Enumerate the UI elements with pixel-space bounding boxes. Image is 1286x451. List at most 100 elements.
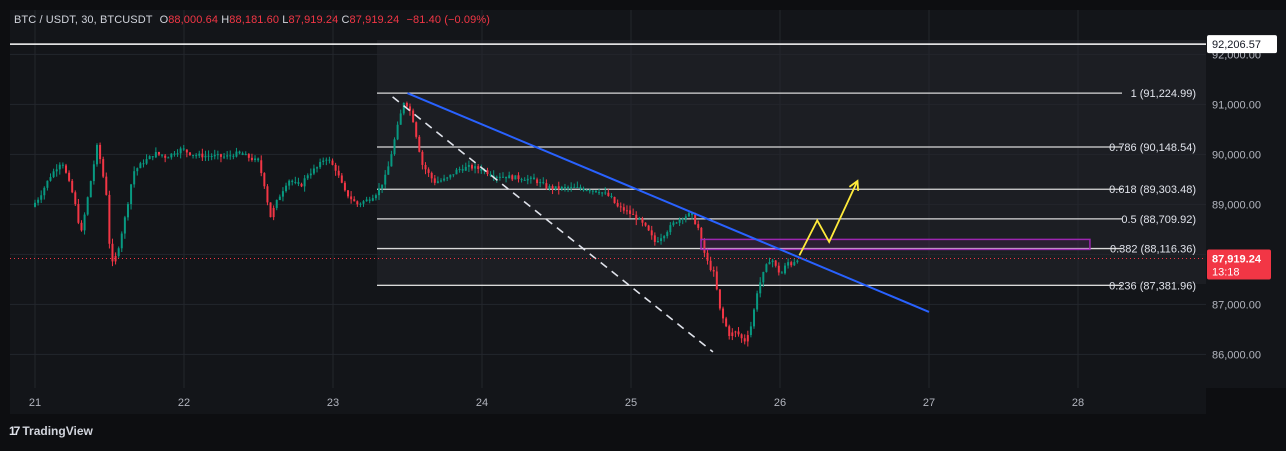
candle-body [526,178,529,181]
candle-body [771,260,774,263]
candle-body [433,178,436,183]
candle-body [303,178,306,187]
candle-body [216,154,219,156]
candle-body [759,282,762,294]
candle-body [610,195,613,197]
candle-body [362,201,365,204]
candle-body [297,182,300,184]
candle-body [598,192,601,194]
candle-body [207,155,210,157]
candle-body [161,154,164,156]
candle-body [319,161,322,168]
price-series [34,101,799,347]
high-value: 88,181.60 [229,14,280,26]
price-tick-label: 90,000.00 [1212,149,1261,161]
candle-body [371,198,374,201]
candle-body [765,264,768,272]
candle-body [517,175,520,180]
time-tick-label: 22 [178,397,190,409]
candle-body [393,139,396,155]
candle-body [529,177,532,179]
candle-body [213,154,216,157]
candle-body [467,165,470,167]
time-axis[interactable] [10,388,1206,414]
candle-body [570,186,573,188]
candle-body [114,255,117,262]
tradingview-logo[interactable]: 17 TradingView [9,424,93,438]
candle-body [306,175,309,179]
candle-body [480,169,483,171]
candle-body [443,178,446,181]
candle-body [498,176,501,178]
candle-body [777,265,780,273]
candle-body [83,214,86,231]
candle-body [402,102,405,114]
candle-body [790,262,793,266]
candle-body [439,180,442,182]
candle-body [511,175,514,180]
candle-body [489,174,492,176]
candle-body [591,190,594,192]
candle-body [123,217,126,234]
candle-body [560,186,563,190]
candle-body [269,202,272,218]
candle-body [607,192,610,196]
candle-body [266,186,269,203]
tradingview-wordmark: TradingView [22,424,93,438]
dashed-line[interactable] [392,96,714,353]
candle-body [684,216,687,219]
candle-body [151,156,154,158]
candle-body [545,183,548,189]
price-axis[interactable] [1206,10,1286,388]
candle-body [71,180,74,193]
candle-body [709,260,712,271]
candle-body [647,225,650,231]
forecast-arrowhead [848,179,860,191]
candle-body [536,179,539,184]
candle-body [167,157,170,159]
candle-body [133,171,136,185]
candle-body [381,184,384,189]
candle-body [650,230,653,236]
candle-body [316,167,319,169]
candle-body [641,218,644,223]
candle-body [656,241,659,243]
candle-body [195,155,198,157]
fib-level-label: 1 (91,224.99) [1131,88,1196,100]
candle-body [409,106,412,111]
candle-body [43,187,46,196]
candle-body [278,196,281,200]
close-value: 87,919.24 [349,14,400,26]
candle-body [356,201,359,205]
candle-body [703,240,706,253]
candle-body [762,271,765,283]
symbol-header[interactable]: BTC / USDT, 30, BTCUSDT O88,000.64 H88,1… [14,14,490,26]
candle-body [697,224,700,228]
candle-body [604,192,607,194]
candle-body [421,151,424,165]
candle-body [576,186,579,188]
candle-body [725,318,728,327]
trendline[interactable] [407,92,930,313]
low-label: L [282,14,289,26]
candle-body [92,164,95,182]
candle-body [387,166,390,175]
candle-body [331,160,334,165]
candle-body [638,218,641,220]
candle-body [737,331,740,335]
forecast-path[interactable] [798,179,860,256]
candle-body [625,210,628,212]
candle-body [523,179,526,181]
candle-body [470,165,473,169]
candle-body [368,199,371,201]
candle-body [461,169,464,171]
candle-body [117,248,120,256]
candle-body [486,170,489,175]
candle-body [285,185,288,192]
candle-body [774,260,777,266]
high-label: H [221,14,230,26]
candle-body [681,218,684,220]
